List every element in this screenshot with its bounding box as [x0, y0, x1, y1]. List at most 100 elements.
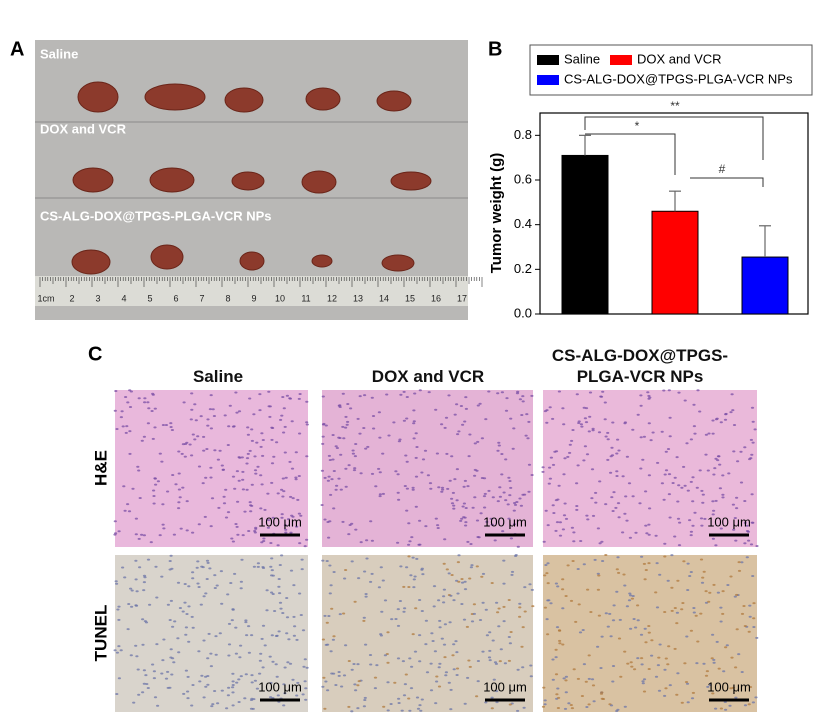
cell-nucleus — [588, 415, 592, 418]
cell-nucleus — [335, 447, 339, 449]
cell-nucleus — [204, 592, 208, 595]
cell-nucleus — [283, 425, 287, 428]
cell-nucleus — [269, 681, 273, 684]
tumor — [144, 83, 206, 111]
cell-nucleus — [186, 690, 190, 693]
cell-nucleus — [241, 470, 245, 473]
cell-nucleus — [544, 564, 548, 566]
cell-nucleus — [698, 469, 702, 472]
cell-nucleus — [414, 505, 418, 508]
cell-nucleus — [191, 531, 195, 534]
cell-nucleus — [590, 678, 595, 681]
cell-nucleus — [500, 473, 504, 476]
legend-box — [529, 44, 813, 96]
cell-nucleus — [616, 556, 620, 559]
cell-nucleus — [237, 678, 241, 681]
cell-nucleus — [233, 487, 237, 490]
cell-nucleus — [277, 585, 281, 588]
cell-nucleus — [748, 686, 753, 688]
cell-nucleus — [692, 607, 696, 609]
cell-nucleus — [677, 391, 681, 394]
cell-nucleus — [285, 394, 289, 397]
cell-nucleus — [397, 498, 401, 501]
cell-nucleus — [299, 614, 303, 616]
cell-nucleus — [457, 554, 461, 557]
cell-nucleus — [442, 588, 446, 591]
cell-nucleus — [357, 577, 361, 580]
group-label: Saline — [40, 46, 78, 61]
cell-nucleus — [663, 473, 667, 476]
column-title: Saline — [192, 367, 244, 386]
cell-nucleus — [123, 576, 127, 579]
cell-nucleus — [154, 565, 158, 568]
cell-nucleus — [153, 696, 158, 699]
cell-nucleus — [718, 487, 723, 490]
cell-nucleus — [414, 607, 418, 610]
cell-nucleus — [278, 592, 282, 595]
cell-nucleus — [423, 449, 428, 452]
cell-nucleus — [523, 610, 527, 613]
cell-nucleus — [378, 495, 382, 498]
cell-nucleus — [748, 604, 752, 607]
cell-nucleus — [227, 643, 232, 646]
cell-nucleus — [611, 619, 616, 622]
cell-nucleus — [551, 417, 555, 420]
cell-nucleus — [670, 554, 674, 557]
cell-nucleus — [437, 685, 442, 688]
cell-nucleus — [281, 396, 285, 398]
tumor — [301, 170, 337, 194]
cell-nucleus — [656, 461, 660, 464]
cell-nucleus — [209, 476, 213, 479]
cell-nucleus — [288, 460, 292, 463]
cell-nucleus — [337, 671, 341, 673]
cell-nucleus — [124, 396, 128, 398]
cell-nucleus — [249, 504, 253, 507]
cell-nucleus — [281, 477, 285, 480]
cell-nucleus — [702, 570, 706, 573]
cell-nucleus — [358, 395, 362, 398]
cell-nucleus — [187, 605, 191, 608]
cell-nucleus — [466, 485, 470, 488]
cell-nucleus — [372, 427, 376, 430]
cell-nucleus — [344, 644, 348, 647]
cell-nucleus — [404, 673, 408, 676]
cell-nucleus — [342, 437, 346, 440]
cell-nucleus — [706, 685, 710, 688]
cell-nucleus — [494, 662, 498, 665]
cell-nucleus — [382, 705, 386, 708]
cell-nucleus — [717, 455, 721, 458]
cell-nucleus — [675, 622, 679, 625]
cell-nucleus — [403, 485, 407, 487]
cell-nucleus — [631, 428, 635, 431]
cell-nucleus — [437, 486, 441, 489]
cell-nucleus — [434, 517, 438, 520]
cell-nucleus — [122, 485, 126, 488]
cell-nucleus — [667, 473, 672, 476]
cell-nucleus — [629, 627, 633, 630]
cell-nucleus — [124, 431, 128, 434]
cell-nucleus — [711, 500, 715, 503]
cell-nucleus — [714, 418, 719, 421]
cell-nucleus — [625, 455, 630, 458]
cell-nucleus — [377, 411, 381, 414]
cell-nucleus — [551, 463, 556, 466]
cell-nucleus — [323, 476, 327, 479]
cell-nucleus — [683, 662, 687, 665]
cell-nucleus — [206, 418, 210, 421]
cell-nucleus — [290, 420, 294, 423]
cell-nucleus — [267, 390, 271, 393]
cell-nucleus — [484, 608, 488, 611]
cell-nucleus — [363, 699, 367, 701]
cell-nucleus — [245, 634, 249, 637]
cell-nucleus — [689, 629, 694, 632]
cell-nucleus — [386, 661, 390, 664]
cell-nucleus — [253, 455, 257, 458]
cell-nucleus — [213, 574, 217, 577]
cell-nucleus — [731, 686, 736, 689]
cell-nucleus — [497, 444, 501, 447]
cell-nucleus — [692, 403, 696, 406]
legend-label: CS-ALG-DOX@TPGS-PLGA-VCR NPs — [564, 71, 793, 86]
cell-nucleus — [716, 591, 721, 594]
cell-nucleus — [747, 703, 751, 706]
cell-nucleus — [418, 599, 422, 601]
